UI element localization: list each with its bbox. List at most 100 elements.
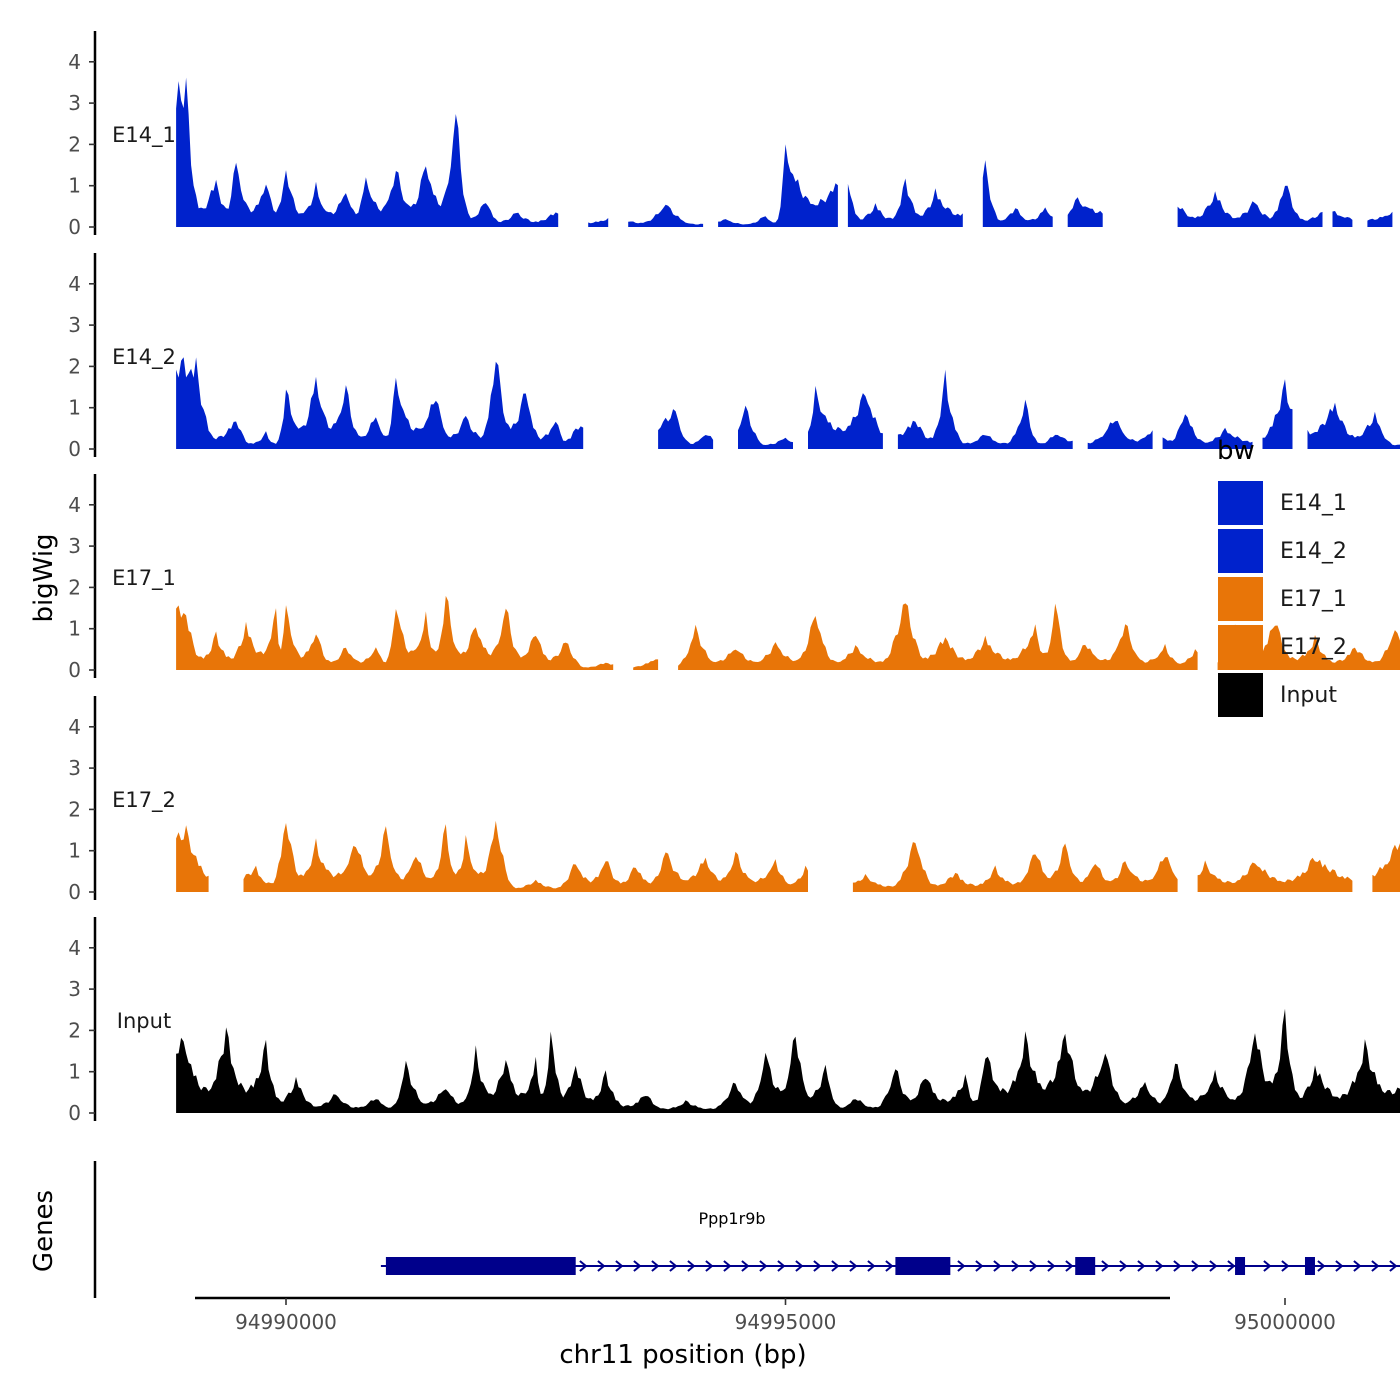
- signal-area-e14-1: [982, 160, 1053, 227]
- gene-exon: [385, 1257, 576, 1275]
- gene-exon: [895, 1257, 951, 1275]
- signal-area-e17-1: [633, 659, 659, 670]
- strand-arrow: [1263, 1260, 1272, 1272]
- y-tick-label: 1: [68, 396, 81, 420]
- strand-arrow: [1371, 1260, 1380, 1272]
- strand-arrow: [1173, 1260, 1182, 1272]
- strand-arrow: [1335, 1260, 1344, 1272]
- strand-arrow: [777, 1260, 786, 1272]
- y-tick-label: 3: [68, 91, 81, 115]
- genes-panel: Ppp1r9b: [93, 1161, 1400, 1298]
- y-axis-title: bigWig: [29, 533, 59, 622]
- legend-item-e14-2: E14_2: [1218, 529, 1347, 573]
- strand-arrow: [975, 1260, 984, 1272]
- strand-arrow: [1101, 1260, 1110, 1272]
- strand-arrow: [1029, 1260, 1038, 1272]
- signal-area-e14-1: [628, 204, 704, 227]
- strand-arrow: [1191, 1260, 1200, 1272]
- y-tick-label: 2: [68, 575, 81, 599]
- y-tick-label: 4: [68, 936, 81, 960]
- signal-area-input: [176, 1008, 1400, 1113]
- strand-arrow: [597, 1260, 606, 1272]
- signal-area-e14-1: [1067, 197, 1103, 227]
- track-label: E14_2: [112, 345, 176, 370]
- signal-area-e17-1: [678, 603, 1198, 670]
- signal-area-e17-1: [1217, 624, 1400, 670]
- legend-swatch: [1218, 529, 1263, 573]
- legend-item-e14-1: E14_1: [1218, 481, 1347, 525]
- y-tick-label: 4: [68, 715, 81, 739]
- strand-arrow: [849, 1260, 858, 1272]
- gene-label: Ppp1r9b: [698, 1209, 765, 1228]
- signal-area-e14-1: [176, 77, 559, 227]
- legend-label: E17_2: [1280, 635, 1347, 660]
- gene-exon: [1235, 1257, 1246, 1275]
- x-tick-label: 94995000: [735, 1310, 837, 1334]
- x-tick-label: 94990000: [235, 1310, 337, 1334]
- strand-arrow: [651, 1260, 660, 1272]
- signal-area-e14-2: [1307, 402, 1400, 449]
- legend-label: E14_1: [1280, 491, 1347, 516]
- strand-arrow: [1137, 1260, 1146, 1272]
- strand-arrow: [993, 1260, 1002, 1272]
- track-e14-1: 0 1 2 3 4 E14_1: [68, 31, 1393, 239]
- legend-swatch: [1218, 577, 1263, 621]
- strand-arrow: [1155, 1260, 1164, 1272]
- legend-label: Input: [1280, 683, 1337, 708]
- strand-arrow: [885, 1260, 894, 1272]
- y-tick-label: 0: [68, 658, 81, 682]
- y-tick-label: 0: [68, 1101, 81, 1125]
- strand-arrow: [723, 1260, 732, 1272]
- y-tick-label: 0: [68, 437, 81, 461]
- signal-area-e14-2: [738, 405, 793, 449]
- strand-arrow: [1389, 1260, 1398, 1272]
- strand-arrow: [687, 1260, 696, 1272]
- x-axis: 94990000949950009500000095005000: [195, 1296, 1336, 1334]
- y-tick-label: 2: [68, 354, 81, 378]
- signal-area-e14-1: [588, 218, 609, 227]
- strand-arrow: [741, 1260, 750, 1272]
- track-label: E14_1: [112, 123, 176, 148]
- track-e17-2: 0 1 2 3 4 E17_2: [68, 696, 1400, 904]
- legend: bw E14_1 E14_2 E17_1 E17_2 Input: [1217, 436, 1347, 717]
- legend-swatch: [1218, 625, 1263, 669]
- strand-arrow: [633, 1260, 642, 1272]
- signal-area-e14-2: [897, 369, 1073, 449]
- y-tick-label: 2: [68, 132, 81, 156]
- strand-arrow: [1047, 1260, 1056, 1272]
- legend-swatch: [1218, 481, 1263, 525]
- strand-arrow: [1065, 1260, 1074, 1272]
- signal-area-e14-2: [808, 385, 883, 449]
- strand-arrow: [705, 1260, 714, 1272]
- strand-arrow: [669, 1260, 678, 1272]
- signal-area-e14-1: [1367, 211, 1393, 227]
- signal-area-e14-2: [658, 409, 714, 449]
- y-tick-label: 1: [68, 1060, 81, 1084]
- y-tick-label: 2: [68, 797, 81, 821]
- signal-area-e14-2: [1162, 414, 1253, 449]
- signal-area-e17-1: [176, 595, 614, 670]
- gene-exon: [1075, 1257, 1096, 1275]
- y-tick-label: 3: [68, 534, 81, 558]
- strand-arrow: [867, 1260, 876, 1272]
- y-tick-label: 0: [68, 880, 81, 904]
- legend-label: E17_1: [1280, 587, 1347, 612]
- y-tick-label: 4: [68, 50, 81, 74]
- signal-area-e14-1: [847, 178, 963, 227]
- y-tick-label: 2: [68, 1018, 81, 1042]
- strand-arrow: [759, 1260, 768, 1272]
- signal-area-e17-2: [243, 820, 808, 892]
- signal-area-e14-1: [1177, 185, 1323, 227]
- strand-arrow: [615, 1260, 624, 1272]
- y-tick-label: 1: [68, 174, 81, 198]
- track-e17-1: 0 1 2 3 4 E17_1: [68, 474, 1400, 682]
- strand-arrow: [957, 1260, 966, 1272]
- signal-area-e14-1: [718, 144, 838, 227]
- y-tick-label: 3: [68, 313, 81, 337]
- track-e14-2: 0 1 2 3 4 E14_2: [68, 253, 1400, 461]
- strand-arrow: [1317, 1260, 1326, 1272]
- y-tick-label: 0: [68, 215, 81, 239]
- y-tick-label: 3: [68, 756, 81, 780]
- gene-ppp1r9b: Ppp1r9b: [380, 1209, 1400, 1275]
